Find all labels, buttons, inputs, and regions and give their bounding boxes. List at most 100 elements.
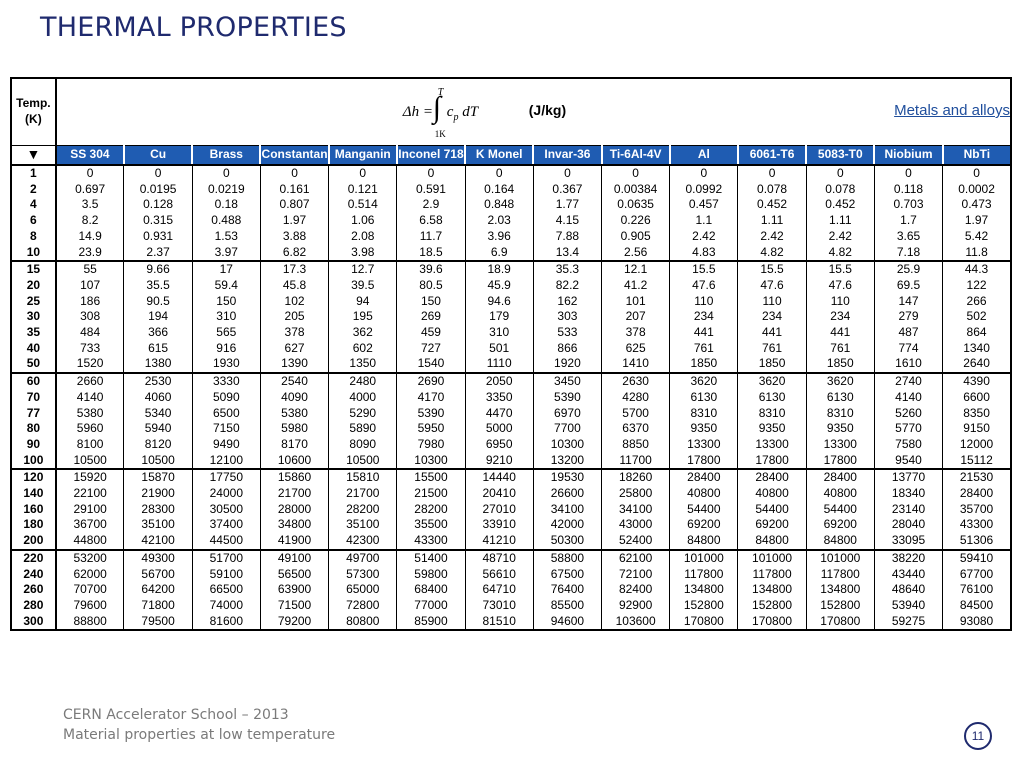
enthalpy-value-cell: 13770 — [874, 468, 944, 487]
enthalpy-value-cell: 33095 — [874, 533, 944, 550]
integral-symbol: ∫ — [432, 91, 441, 124]
enthalpy-value-cell: 4000 — [328, 389, 398, 406]
enthalpy-value-cell: 6130 — [669, 389, 739, 406]
enthalpy-value-cell: 15920 — [55, 468, 125, 487]
enthalpy-value-cell: 0 — [123, 165, 193, 182]
enthalpy-value-cell: 67700 — [959, 566, 994, 581]
enthalpy-value-cell: 2480 — [328, 372, 398, 390]
enthalpy-value-cell: 310 — [192, 309, 261, 326]
enthalpy-value-cell: 41900 — [260, 533, 330, 550]
enthalpy-value-cell: 0.807 — [260, 197, 330, 214]
enthalpy-value-cell: 9490 — [192, 436, 261, 453]
enthalpy-value-cell: 3620 — [737, 372, 807, 390]
table-row: 50 1520 1380 1930 1390 1350 1540 1110 1920 1410 18… — [11, 356, 1011, 374]
enthalpy-value-cell: 103600 — [601, 613, 671, 631]
table-row: 200 44800 42100 44500 41900 42300 43300 41210 50… — [11, 533, 1011, 550]
enthalpy-value-cell: 602 — [328, 340, 398, 357]
enthalpy-value-cell: 533 — [533, 325, 603, 341]
enthalpy-value-cell: 501 — [465, 340, 534, 357]
enthalpy-value-cell: 9150 — [963, 421, 990, 436]
enthalpy-value-cell: 0.0195 — [123, 181, 193, 198]
enthalpy-value-cell: 84800 — [737, 533, 807, 550]
enthalpy-value-cell: 21530 — [942, 468, 1011, 487]
enthalpy-value-cell: 1850 — [806, 356, 875, 374]
enthalpy-value-cell: 10300 — [533, 436, 603, 453]
enthalpy-value-cell: 84800 — [806, 533, 875, 550]
enthalpy-value-cell: 8850 — [601, 436, 671, 453]
enthalpy-value-cell: 93080 — [959, 613, 994, 628]
table-row: 120 15920 15870 17750 15860 15810 15500 14440 19… — [11, 468, 1011, 487]
enthalpy-value-cell: 17800 — [669, 452, 739, 470]
table-row: 6 8.2 0.315 0.488 1.97 1.06 6.58 2.03 4.15 0.226 1… — [11, 213, 1011, 229]
enthalpy-value-cell: 35.5 — [123, 277, 193, 294]
enthalpy-value-cell: 6130 — [806, 389, 875, 406]
table-row: 300 88800 79500 81600 79200 80800 85900 81510 94… — [11, 613, 1011, 631]
formula-header: Δh = T ∫ 1K cp dT (J/kg) Metals and allo… — [55, 78, 1011, 146]
enthalpy-value-cell: 10500 — [123, 452, 193, 470]
enthalpy-value-cell: 107 — [55, 277, 125, 294]
enthalpy-value-cell: 51700 — [192, 548, 261, 567]
enthalpy-value-cell: 733 — [55, 340, 125, 357]
enthalpy-value-cell: 502 — [966, 309, 987, 324]
enthalpy-value-cell: 9350 — [669, 421, 739, 437]
material-header: Ti-6Al-4V — [601, 145, 671, 166]
enthalpy-value-cell: 0.164 — [465, 181, 534, 198]
enthalpy-value-cell: 162 — [533, 293, 603, 310]
enthalpy-value-cell: 0.931 — [123, 228, 193, 245]
material-header: Inconel 718 — [396, 145, 467, 166]
table-row: 35 484 366 565 378 362 459 310 533 378 441 441 441 48… — [11, 325, 1011, 341]
enthalpy-value-cell: 14440 — [465, 468, 534, 487]
enthalpy-value-cell: 10500 — [328, 452, 398, 470]
enthalpy-value-cell: 57300 — [328, 566, 398, 583]
enthalpy-value-cell: 8310 — [737, 405, 807, 422]
enthalpy-value-cell: 6600 — [963, 389, 990, 404]
enthalpy-value-cell: 441 — [737, 325, 807, 341]
enthalpy-value-cell: 0 — [465, 165, 534, 182]
enthalpy-value-cell: 2.42 — [737, 228, 807, 245]
enthalpy-value-cell: 234 — [806, 309, 875, 326]
enthalpy-value-cell: 117800 — [737, 566, 807, 583]
enthalpy-value-cell: 7980 — [396, 436, 466, 453]
temperature-cell: 300 — [11, 613, 57, 631]
enthalpy-value-cell: 58800 — [533, 548, 603, 567]
enthalpy-value-cell: 303 — [533, 309, 603, 326]
enthalpy-value-cell: 2.03 — [465, 213, 534, 229]
enthalpy-value-cell: 916 — [192, 340, 261, 357]
enthalpy-value-cell: 53940 — [874, 597, 944, 614]
enthalpy-value-cell: 0.848 — [465, 197, 534, 214]
enthalpy-value-cell: 11700 — [601, 452, 671, 470]
enthalpy-value-cell: 18.5 — [396, 244, 466, 262]
enthalpy-value-cell: 0 — [874, 165, 944, 182]
enthalpy-value-cell: 69200 — [806, 517, 875, 534]
table-row: 160 29100 28300 30500 28000 28200 28200 27010 34… — [11, 501, 1011, 518]
temperature-cell: 120 — [11, 468, 57, 487]
enthalpy-value-cell: 35100 — [328, 517, 398, 534]
temperature-cell: 260 — [11, 582, 57, 598]
enthalpy-value-cell: 82.2 — [533, 277, 603, 294]
enthalpy-value-cell: 1930 — [192, 356, 261, 374]
enthalpy-value-cell: 110 — [669, 293, 739, 310]
enthalpy-value-cell: 59410 — [942, 548, 1011, 567]
enthalpy-value-cell: 1410 — [601, 356, 671, 374]
enthalpy-value-cell: 2630 — [601, 372, 671, 390]
enthalpy-value-cell: 11.8 — [965, 244, 988, 259]
enthalpy-value-cell: 2530 — [123, 372, 193, 390]
enthalpy-value-cell: 761 — [737, 340, 807, 357]
enthalpy-value-cell: 17.3 — [260, 260, 330, 278]
enthalpy-value-cell: 1540 — [396, 356, 466, 374]
enthalpy-value-cell: 0 — [260, 165, 330, 182]
temperature-cell: 25 — [11, 293, 57, 310]
enthalpy-value-cell: 28400 — [806, 468, 875, 487]
enthalpy-value-cell: 28400 — [737, 468, 807, 487]
table-row: 240 62000 56700 59100 56500 57300 59800 56610 67… — [11, 566, 1011, 583]
table-row: 260 70700 64200 66500 63900 65000 68400 64710 76… — [11, 582, 1011, 598]
enthalpy-value-cell: 5700 — [601, 405, 671, 422]
temperature-cell: 20 — [11, 277, 57, 294]
enthalpy-value-cell: 59100 — [192, 566, 261, 583]
enthalpy-value-cell: 59.4 — [192, 277, 261, 294]
temperature-cell: 240 — [11, 566, 57, 583]
enthalpy-value-cell: 37400 — [192, 517, 261, 534]
enthalpy-value-cell: 12.1 — [601, 260, 671, 278]
formula-lower-limit: 1K — [434, 129, 446, 139]
metals-and-alloys-link[interactable]: Metals and alloys — [894, 102, 1010, 119]
